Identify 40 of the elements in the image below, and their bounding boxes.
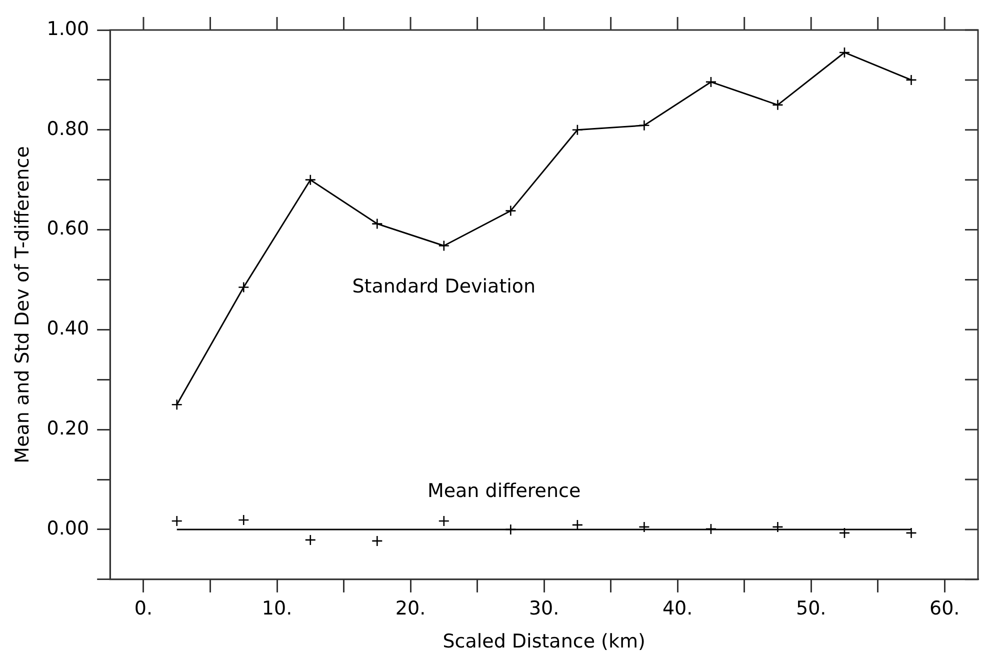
point xyxy=(372,535,383,547)
point xyxy=(638,521,650,533)
point xyxy=(838,46,850,58)
point xyxy=(238,514,250,526)
point xyxy=(372,218,383,230)
point xyxy=(304,534,316,546)
point xyxy=(438,240,450,252)
point xyxy=(438,515,450,527)
x-tick-label: 10. xyxy=(262,598,292,620)
point xyxy=(838,527,850,539)
x-tick-label: 30. xyxy=(528,598,560,620)
point xyxy=(906,527,917,539)
series-label: Mean difference xyxy=(427,480,581,502)
point xyxy=(238,282,250,293)
x-axis-title: Scaled Distance (km) xyxy=(442,630,646,653)
x-tick-label: 40. xyxy=(662,598,693,620)
x-tick-label: 60. xyxy=(930,598,960,620)
point xyxy=(772,99,784,111)
y-tick-label: 0.00 xyxy=(46,517,90,540)
point xyxy=(171,515,183,527)
y-tick-label: 0.80 xyxy=(46,118,90,140)
point xyxy=(772,521,784,533)
point xyxy=(171,398,183,410)
series-label: Standard Deviation xyxy=(352,276,536,298)
y-tick-label: 0.60 xyxy=(46,218,90,240)
y-axis-title: Mean and Std Dev of T-difference xyxy=(11,146,34,464)
point xyxy=(505,524,516,536)
point xyxy=(906,74,917,86)
y-tick-label: 0.40 xyxy=(46,318,90,340)
point xyxy=(705,76,717,88)
x-tick-label: 0. xyxy=(134,598,153,620)
point xyxy=(505,205,516,216)
x-tick-label: 20. xyxy=(395,598,426,620)
point xyxy=(304,174,316,186)
y-tick-label: 1.00 xyxy=(46,18,90,40)
point xyxy=(705,523,717,535)
y-tick-label: 0.20 xyxy=(46,418,90,440)
point xyxy=(638,120,650,132)
point xyxy=(572,124,584,136)
x-tick-label: 50. xyxy=(796,598,826,620)
